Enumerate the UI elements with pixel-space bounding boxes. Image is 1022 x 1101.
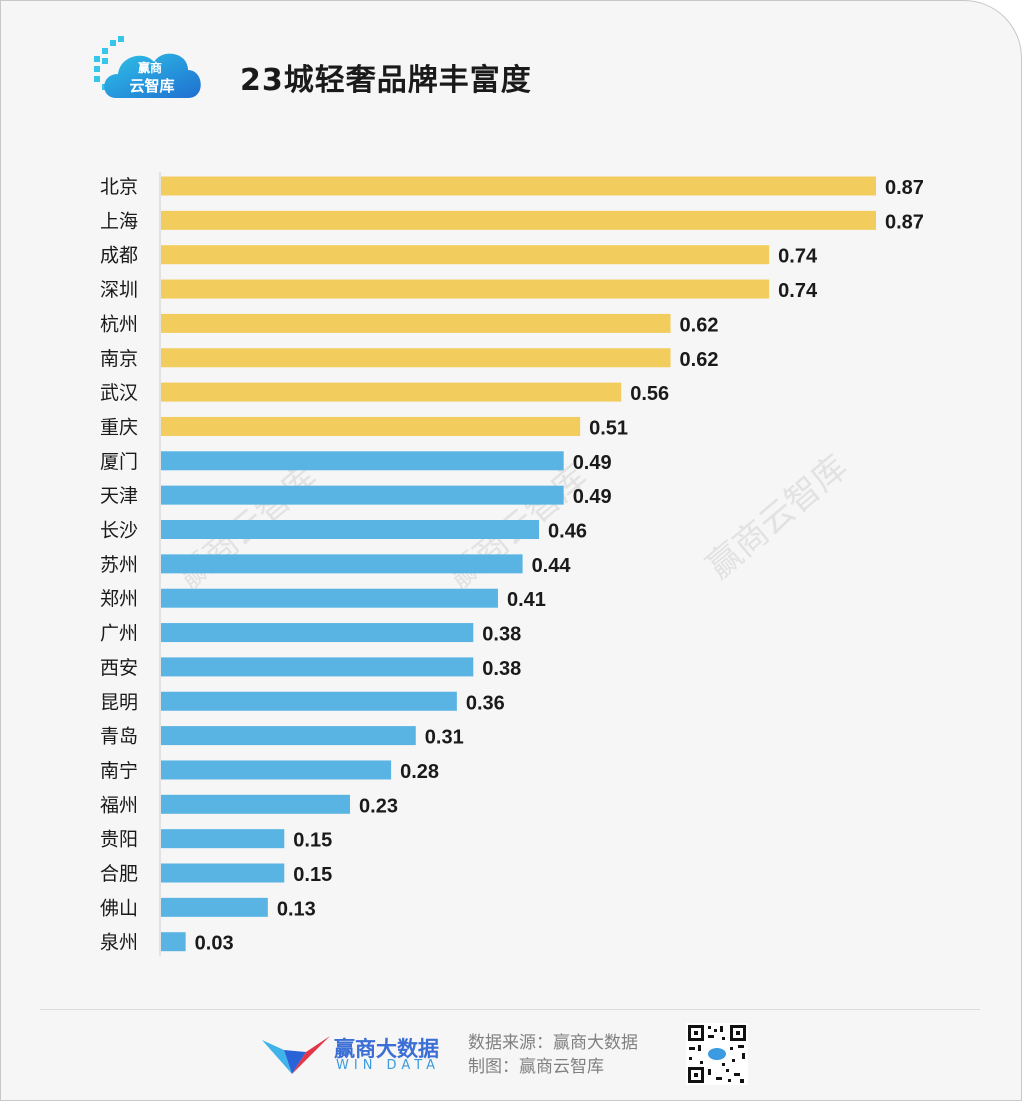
category-label: 南宁 xyxy=(100,760,138,782)
category-label: 昆明 xyxy=(100,691,138,713)
bar xyxy=(161,520,540,539)
bar xyxy=(161,588,498,608)
page-title: 23城轻奢品牌丰富度 xyxy=(240,63,532,98)
value-label: 0.28 xyxy=(400,761,439,783)
bar xyxy=(161,382,622,402)
category-label: 佛山 xyxy=(100,897,138,919)
category-label: 深圳 xyxy=(100,279,138,301)
value-label: 0.23 xyxy=(359,795,398,817)
footer-divider xyxy=(40,1009,980,1010)
bar xyxy=(161,829,285,849)
bar xyxy=(161,245,770,265)
value-label: 0.41 xyxy=(507,589,546,611)
bar xyxy=(161,554,523,574)
brand-name-en: WIN DATA xyxy=(336,1058,441,1073)
value-label: 0.51 xyxy=(589,417,628,439)
value-label: 0.38 xyxy=(482,658,521,680)
value-label: 0.31 xyxy=(425,727,464,749)
category-label: 苏州 xyxy=(100,554,138,576)
category-label: 南京 xyxy=(100,348,138,370)
chart-maker: 制图：赢商云智库 xyxy=(468,1057,604,1077)
value-label: 0.13 xyxy=(277,898,316,920)
bar xyxy=(161,416,581,436)
category-label: 武汉 xyxy=(100,382,138,404)
source-note: 数据来源：赢商大数据 制图：赢商云智库 xyxy=(468,1031,638,1079)
value-label: 0.74 xyxy=(778,280,818,302)
value-label: 0.87 xyxy=(885,211,924,233)
category-label: 合肥 xyxy=(100,863,138,885)
value-label: 0.15 xyxy=(293,864,332,886)
category-label: 福州 xyxy=(100,794,138,816)
value-label: 0.62 xyxy=(680,349,719,371)
category-label: 西安 xyxy=(100,657,138,679)
category-label: 青岛 xyxy=(100,726,138,748)
category-label: 成都 xyxy=(100,245,138,267)
bar xyxy=(161,932,186,952)
value-label: 0.44 xyxy=(532,555,572,577)
bar xyxy=(161,623,474,643)
value-label: 0.74 xyxy=(778,246,818,268)
bar xyxy=(161,863,285,883)
qr-code-icon[interactable] xyxy=(686,1023,748,1085)
category-label: 郑州 xyxy=(100,588,138,610)
bar xyxy=(161,726,416,746)
value-label: 0.87 xyxy=(885,177,924,199)
category-label: 广州 xyxy=(100,623,138,645)
value-label: 0.49 xyxy=(573,452,612,474)
brand-name-cn: 赢商大数据 xyxy=(334,1037,439,1061)
category-label: 杭州 xyxy=(100,313,138,335)
value-label: 0.38 xyxy=(482,624,521,646)
bar xyxy=(161,279,770,299)
bar xyxy=(161,691,457,711)
bar xyxy=(161,760,392,780)
category-label: 厦门 xyxy=(100,451,138,473)
data-source: 数据来源：赢商大数据 xyxy=(468,1033,638,1053)
category-label: 北京 xyxy=(100,176,138,198)
category-label: 天津 xyxy=(100,485,138,507)
category-label: 长沙 xyxy=(100,520,138,542)
value-label: 0.56 xyxy=(630,383,669,405)
value-label: 0.03 xyxy=(195,933,234,955)
category-label: 上海 xyxy=(100,210,138,232)
value-label: 0.36 xyxy=(466,692,505,714)
logo-text-top: 赢商 xyxy=(138,60,162,75)
bar xyxy=(161,348,671,368)
bar xyxy=(161,657,474,677)
bar xyxy=(161,485,564,505)
bar xyxy=(161,897,268,917)
category-label: 贵阳 xyxy=(100,829,138,851)
bar xyxy=(161,313,671,333)
category-label: 重庆 xyxy=(100,416,138,438)
win-data-logo-icon xyxy=(262,1036,330,1074)
bar xyxy=(161,210,876,230)
logo-text-bottom: 云智库 xyxy=(129,77,174,95)
cloud-logo-icon: 赢商 云智库 xyxy=(94,36,201,98)
value-label: 0.46 xyxy=(548,521,587,543)
value-label: 0.49 xyxy=(573,486,612,508)
bar xyxy=(161,794,351,814)
value-label: 0.15 xyxy=(293,830,332,852)
category-label: 泉州 xyxy=(100,932,138,954)
bar xyxy=(161,451,564,471)
value-label: 0.62 xyxy=(680,314,719,336)
bar xyxy=(161,176,876,196)
